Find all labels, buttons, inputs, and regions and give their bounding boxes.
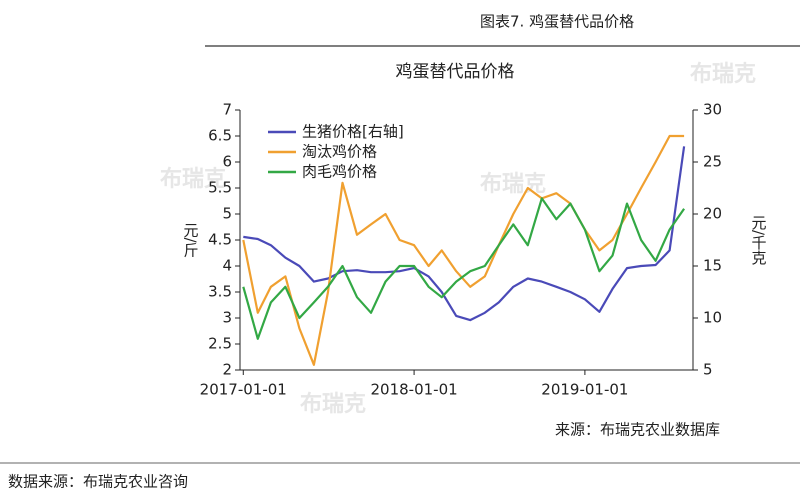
x-tick-label: 2019-01-01	[541, 381, 628, 399]
legend-label: 肉毛鸡价格	[302, 163, 377, 181]
y-tick-label: 5	[222, 205, 232, 223]
chart-title: 鸡蛋替代品价格	[396, 62, 515, 82]
y2-tick-label: 20	[703, 205, 722, 223]
series-line	[243, 146, 686, 322]
y2-axis-label: 元/千克	[750, 215, 768, 266]
watermark: 布瑞克	[690, 61, 756, 87]
x-tick-label: 2017-01-01	[200, 381, 287, 399]
source: 来源：布瑞克农业数据库	[555, 421, 720, 439]
y-tick-label: 4.5	[208, 231, 232, 249]
y-tick-label: 7	[222, 101, 232, 119]
legend-label: 淘汰鸡价格	[302, 143, 377, 161]
series-line	[242, 134, 685, 366]
series-line	[242, 197, 686, 340]
y-tick-label: 2	[222, 361, 232, 379]
x-tick-label: 2018-01-01	[370, 381, 457, 399]
watermark: 布瑞克	[300, 391, 366, 417]
y2-tick-label: 5	[703, 361, 713, 379]
footer: 数据来源：布瑞克农业咨询	[8, 473, 188, 491]
y-axis-label: 元/斤	[182, 222, 200, 257]
y-tick-label: 2.5	[208, 335, 232, 353]
y-tick-label: 6	[222, 153, 232, 171]
y-tick-label: 3	[222, 309, 232, 327]
y-tick-label: 6.5	[208, 127, 232, 145]
watermark: 布瑞克	[160, 166, 226, 192]
header: 图表7. 鸡蛋替代品价格	[480, 13, 634, 31]
y2-tick-label: 10	[703, 309, 722, 327]
y-tick-label: 4	[222, 257, 232, 275]
y2-tick-label: 30	[703, 101, 722, 119]
y2-tick-label: 15	[703, 257, 722, 275]
y-tick-label: 5.5	[208, 179, 232, 197]
y-tick-label: 3.5	[208, 283, 232, 301]
y2-tick-label: 25	[703, 153, 722, 171]
legend-label: 生猪价格[右轴]	[302, 123, 404, 141]
